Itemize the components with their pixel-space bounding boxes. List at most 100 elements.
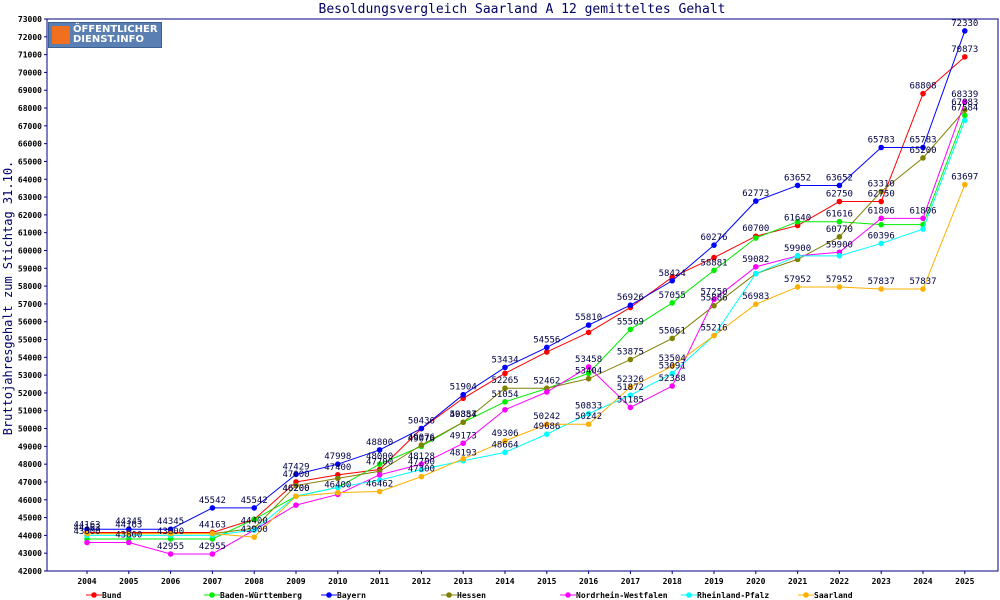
data-point: [711, 254, 717, 261]
data-point: [878, 144, 884, 151]
y-tick-label: 62000: [18, 211, 42, 220]
y-tick-label: 60000: [18, 246, 42, 255]
data-label: 56983: [742, 292, 769, 302]
legend-marker: [326, 592, 332, 598]
data-label: 57952: [784, 275, 811, 285]
data-point: [502, 385, 508, 392]
data-point: [878, 188, 884, 195]
legend-item: Hessen: [441, 591, 486, 600]
data-label: 49173: [450, 431, 477, 441]
data-point: [126, 526, 132, 533]
data-label: 63652: [784, 173, 811, 183]
data-point: [627, 356, 634, 363]
x-tick-label: 2023: [872, 577, 891, 586]
data-label: 47300: [408, 465, 435, 475]
data-label: 48128: [408, 452, 435, 462]
y-tick-label: 44000: [18, 531, 42, 540]
y-tick-label: 65000: [18, 157, 42, 166]
data-label: 55810: [575, 313, 602, 323]
data-point: [460, 456, 467, 462]
data-label: 55886: [700, 294, 727, 304]
data-point: [251, 505, 257, 511]
data-point: [962, 28, 968, 34]
data-label: 48800: [366, 438, 393, 448]
x-tick-label: 2019: [704, 577, 723, 586]
data-point: [962, 181, 968, 188]
data-label: 50354: [450, 410, 477, 420]
data-label: 53404: [575, 367, 602, 377]
legend-marker: [803, 592, 809, 598]
data-label: 50242: [575, 412, 602, 422]
y-tick-label: 48000: [18, 460, 42, 469]
data-point: [794, 218, 801, 225]
data-point: [920, 286, 926, 292]
series-3: [84, 107, 968, 537]
data-label: 47400: [324, 463, 351, 473]
data-label: 53434: [491, 355, 518, 365]
x-tick-label: 2025: [955, 577, 974, 586]
data-point: [920, 90, 926, 97]
data-label: 46462: [366, 480, 393, 490]
plot-area-frame: [46, 18, 999, 572]
data-label: 44400: [241, 516, 268, 526]
data-point: [84, 539, 90, 546]
data-point: [418, 461, 425, 467]
series-layer: [84, 28, 968, 557]
data-label: 56926: [617, 293, 644, 303]
data-point: [920, 155, 926, 161]
y-tick-label: 73000: [18, 15, 42, 24]
data-label: 52388: [659, 374, 686, 384]
data-label: 58424: [659, 269, 686, 279]
series-line: [87, 109, 966, 535]
data-label: 43800: [157, 527, 184, 537]
data-label: 55061: [659, 326, 686, 336]
data-label: 52326: [617, 375, 644, 385]
data-point: [962, 54, 968, 60]
data-point: [251, 516, 257, 523]
data-point: [627, 404, 634, 411]
data-label: 53875: [617, 348, 644, 358]
x-tick-label: 2021: [788, 577, 807, 586]
data-point: [376, 461, 383, 467]
data-label: 51185: [617, 395, 644, 405]
data-point: [878, 215, 884, 222]
y-tick-label: 69000: [18, 86, 42, 95]
legend-label: Baden-Württemberg: [220, 591, 302, 600]
x-tick-label: 2020: [746, 577, 765, 586]
data-point: [585, 322, 592, 328]
data-label: 63697: [951, 173, 978, 183]
legend-item: Rheinland-Pfalz: [681, 590, 769, 600]
data-point: [84, 526, 90, 533]
data-label: 45542: [199, 496, 226, 506]
data-label: 47000: [282, 470, 309, 480]
data-point: [293, 493, 299, 500]
data-point: [418, 442, 425, 448]
legend-label: Rheinland-Pfalz: [697, 590, 769, 600]
data-point: [418, 466, 425, 473]
data-point: [878, 240, 884, 247]
data-point: [335, 484, 341, 491]
data-label: 52462: [533, 376, 560, 386]
legend-item: Bayern: [321, 591, 366, 600]
legend-item: Baden-Württemberg: [204, 591, 302, 600]
data-point: [502, 449, 508, 456]
y-tick-label: 47000: [18, 478, 42, 487]
data-point: [167, 551, 174, 557]
data-point: [962, 112, 968, 119]
data-point: [376, 488, 383, 495]
y-tick-label: 61000: [18, 229, 42, 238]
data-point: [836, 218, 843, 225]
data-point: [167, 530, 174, 537]
data-label: 68339: [951, 90, 978, 100]
data-point: [669, 335, 675, 342]
data-label: 61806: [868, 206, 895, 216]
x-tick-label: 2007: [203, 577, 222, 586]
data-point: [544, 431, 550, 437]
series-line: [87, 101, 966, 555]
data-point: [836, 284, 843, 290]
legend-marker: [91, 592, 97, 598]
data-point: [585, 364, 592, 370]
data-point: [335, 489, 341, 496]
data-label: 47700: [366, 458, 393, 468]
series-line: [87, 120, 966, 536]
